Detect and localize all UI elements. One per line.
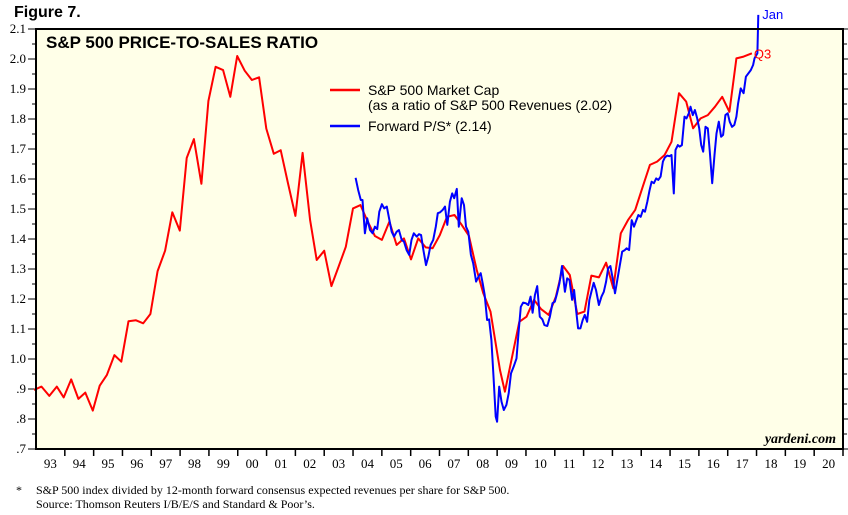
watermark: yardeni.com bbox=[763, 432, 836, 447]
y-tick-label: .7 bbox=[16, 441, 26, 456]
x-tick-label: 14 bbox=[649, 456, 663, 471]
x-tick-label: 08 bbox=[476, 456, 489, 471]
y-axis-left: .7 .8 .9 1.0 1.1 1.2 1.3 1.4 1.5 1.6 1.7 1.8 1.9 2.0 2… bbox=[10, 21, 36, 456]
footnote-marker: * bbox=[16, 483, 22, 497]
y-tick-label: 1.0 bbox=[10, 351, 26, 366]
x-tick-label: 01 bbox=[274, 456, 287, 471]
footnote-text: S&P 500 index divided by 12-month forwar… bbox=[36, 483, 510, 497]
plot-border bbox=[35, 28, 844, 450]
legend: S&P 500 Market Cap (as a ratio of S&P 50… bbox=[330, 82, 612, 134]
legend-label-forward-ps: Forward P/S* (2.14) bbox=[368, 118, 492, 134]
y-tick-label: 1.1 bbox=[10, 321, 26, 336]
y-tick-label: 1.2 bbox=[10, 291, 26, 306]
x-tick-label: 11 bbox=[563, 456, 576, 471]
x-tick-label: 96 bbox=[130, 456, 144, 471]
x-tick-label: 16 bbox=[707, 456, 721, 471]
x-tick-label: 97 bbox=[159, 456, 173, 471]
x-tick-label: 12 bbox=[592, 456, 605, 471]
x-tick-label: 17 bbox=[736, 456, 750, 471]
legend-label-market-cap: S&P 500 Market Cap bbox=[368, 82, 499, 98]
chart: .7 .8 .9 1.0 1.1 1.2 1.3 1.4 1.5 1.6 1.7 1.8 1.9 2.0 2… bbox=[10, 4, 848, 471]
x-tick-label: 13 bbox=[620, 456, 633, 471]
x-tick-label: 00 bbox=[246, 456, 259, 471]
series-layer bbox=[33, 14, 760, 423]
x-tick-label: 98 bbox=[188, 456, 201, 471]
x-tick-label: 99 bbox=[217, 456, 230, 471]
x-tick-label: 93 bbox=[44, 456, 57, 471]
y-tick-label: .9 bbox=[16, 381, 26, 396]
y-tick-label: 1.5 bbox=[10, 201, 26, 216]
y-tick-label: 1.8 bbox=[10, 111, 26, 126]
x-tick-label: 20 bbox=[822, 456, 835, 471]
annotation-q3: Q3 bbox=[754, 46, 771, 61]
y-tick-label: 1.3 bbox=[10, 261, 26, 276]
y-tick-label: 1.7 bbox=[10, 141, 27, 156]
y-tick-label: 2.1 bbox=[10, 21, 26, 36]
x-tick-label: 09 bbox=[505, 456, 518, 471]
x-tick-label: 03 bbox=[332, 456, 345, 471]
y-tick-label: .8 bbox=[16, 411, 26, 426]
x-tick-label: 94 bbox=[73, 456, 87, 471]
plot-area bbox=[36, 29, 843, 449]
x-tick-label: 06 bbox=[419, 456, 433, 471]
footnote-line-1: * S&P 500 index divided by 12-month forwa… bbox=[16, 483, 509, 497]
x-tick-label: 10 bbox=[534, 456, 547, 471]
x-axis: 93 94 95 96 97 98 99 00 01 02 03 04 05 06 07 08 09 10 11 12… bbox=[44, 449, 844, 471]
footnote-source: Source: Thomson Reuters I/B/E/S and Stan… bbox=[36, 497, 315, 511]
figure-label: Figure 7. bbox=[14, 4, 81, 21]
y-tick-label: 1.6 bbox=[10, 171, 27, 186]
x-tick-label: 18 bbox=[764, 456, 777, 471]
y-tick-label: 2.0 bbox=[10, 51, 26, 66]
x-tick-label: 07 bbox=[447, 456, 461, 471]
x-tick-label: 02 bbox=[303, 456, 316, 471]
x-tick-label: 05 bbox=[390, 456, 403, 471]
x-tick-label: 95 bbox=[102, 456, 115, 471]
series-line-forward-ps bbox=[354, 14, 760, 423]
y-tick-label: 1.9 bbox=[10, 81, 26, 96]
annotation-jan: Jan bbox=[762, 7, 783, 22]
x-tick-label: 15 bbox=[678, 456, 691, 471]
legend-label-market-cap-sub: (as a ratio of S&P 500 Revenues (2.02) bbox=[368, 97, 612, 113]
footnote: * S&P 500 index divided by 12-month forwa… bbox=[16, 483, 509, 511]
x-tick-label: 04 bbox=[361, 456, 375, 471]
chart-title: S&P 500 PRICE-TO-SALES RATIO bbox=[46, 33, 318, 52]
x-tick-label: 19 bbox=[793, 456, 806, 471]
y-tick-label: 1.4 bbox=[10, 231, 27, 246]
